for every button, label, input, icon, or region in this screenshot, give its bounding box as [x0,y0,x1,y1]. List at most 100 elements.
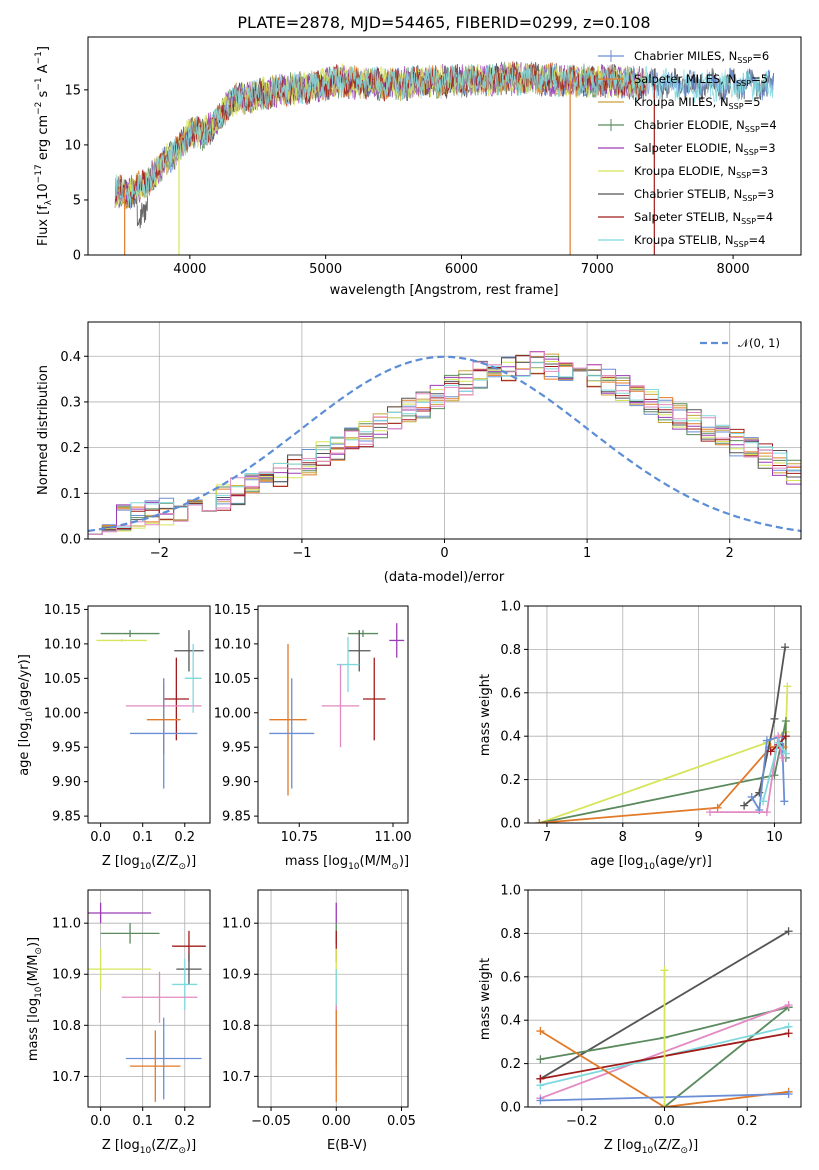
spectrum-series-8 [114,63,774,208]
residuals-x-tick-label-1: −1 [292,546,311,561]
spectrum-axes: 4000 5000 6000 7000 8000 0 5 10 15 [64,83,749,277]
residuals-legend-label: 𝒩(0, 1) [738,336,780,350]
residuals-frame [87,321,802,540]
mass-z-point-8 [130,1030,181,1102]
weights-age-marker-6-0 [766,747,775,756]
spectrum-title: PLATE=2878, MJD=54465, FIBERID=0299, z=0… [237,13,650,32]
mass-z-x-tick-label-0: 0.0 [90,1114,111,1129]
residuals-plot [88,351,801,535]
spectrum-legend-entry-7: Salpeter STELIB, NSSP=4 [598,210,773,226]
weights-z-marker-8-1 [660,966,669,975]
weights-z-marker-5-1 [784,1029,793,1038]
spectrum-legend-label-0: Chabrier MILES, NSSP=6 [634,49,769,65]
spectrum-legend-label-8: Kroupa STELIB, NSSP=4 [634,233,765,249]
spectrum-y-tick-label-0: 0 [73,249,81,264]
residuals-y-tick-label-0: 0.0 [60,533,81,548]
age-z-point-0 [100,630,160,637]
weights-age-y-tick-label-1: 0.2 [500,773,521,788]
spectrum-plot [114,61,775,255]
weights-z-y-tick-label-1: 0.2 [500,1057,521,1072]
weights-age-marker-5-3 [778,753,787,762]
spectrum-series-2 [114,61,646,210]
mass-z-y-tick-label-0: 10.7 [52,1070,81,1085]
weights-age-marker-6-2 [781,732,790,741]
age-mass-y-tick-label-1: 9.90 [222,775,251,790]
spectrum-legend-entry-1: Salpeter MILES, NSSP=5 [598,72,768,88]
age-mass-point-4 [363,657,386,741]
age-mass-y-tick-label-5: 10.10 [214,637,251,652]
spectrum-legend-entry-5: Kroupa ELODIE, NSSP=3 [598,164,768,180]
age-z-y-tick-label-1: 9.90 [52,775,81,790]
spectrum-x-tick-label-0: 4000 [173,262,206,277]
age-z-frame [87,605,211,824]
weights-z-marker-3-1 [784,1001,793,1010]
mass-z-plot [88,902,206,1102]
spectrum-legend-label-2: Kroupa MILES, NSSP=5 [634,95,760,111]
mass-ebv-y-tick-label-0: 10.7 [222,1070,251,1085]
residuals-hist-9 [88,351,801,535]
mass-ebv-x-tick-label-1: 0.00 [322,1114,351,1129]
mass-z-y-label: mass [log10(M/M⊙)] [26,937,44,1061]
spectrum-legend-entry-0: Chabrier MILES, NSSP=6 [598,49,769,65]
mass-z-point-6 [121,971,198,1023]
weights-z-x-tick-label-2: 0.2 [737,1114,758,1129]
residuals-y-tick-label-4: 0.4 [60,350,81,365]
residuals-x-tick-label-2: 0 [440,546,448,561]
age-z-point-7 [184,643,202,713]
age-z-plot [96,630,204,789]
spectrum-legend-entry-6: Chabrier STELIB, NSSP=3 [598,187,774,203]
weights-z-y-tick-label-0: 0.0 [500,1101,521,1116]
spectrum-legend-label-6: Chabrier STELIB, NSSP=3 [634,187,774,203]
age-mass-point-7 [269,678,315,789]
weights-age-marker-7-2 [781,749,790,758]
spectrum-legend-label-4: Salpeter ELODIE, NSSP=3 [634,141,776,157]
age-z-y-tick-label-6: 10.15 [44,603,81,618]
weights-age-y-tick-label-0: 0.0 [500,817,521,832]
age-z-point-2 [174,630,204,672]
age-z-x-tick-label-0: 0.0 [90,830,111,845]
mass-ebv-y-tick-label-1: 10.8 [222,1019,251,1034]
weights-z-marker-0-1 [784,927,793,936]
age-mass-point-0 [348,630,378,637]
spectrum-legend-entry-2: Kroupa MILES, NSSP=5 [598,95,760,111]
residuals-y-tick-label-3: 0.3 [60,395,81,410]
age-z-y-tick-label-4: 10.05 [44,672,81,687]
mass-z-x-label: Z [log10(Z/Z⊙)] [102,1138,196,1156]
weights-age-y-label: mass weight [478,674,493,756]
mass-z-point-5 [172,958,198,1010]
mass-z-frame [87,889,211,1108]
age-z-y-tick-label-5: 10.10 [44,637,81,652]
age-z-point-6 [130,678,198,789]
weights-age-marker-3-0 [740,801,749,810]
mass-z-y-tick-label-3: 11.0 [52,917,81,932]
mass-ebv-frame [257,889,409,1108]
weights-age-y-tick-label-3: 0.6 [500,686,521,701]
weights-z-plot [536,927,793,1107]
weights-age-x-tick-label-3: 10 [766,830,783,845]
age-mass-axes: 10.75 11.00 9.85 9.90 9.95 10.00 10.05 10.10 10.… [214,603,412,845]
residuals-y-tick-label-1: 0.1 [60,487,81,502]
mass-z-point-3 [88,948,152,990]
age-z-axes: 0.0 0.1 0.2 9.85 9.90 9.95 10.00 10.05 10.10 10.1… [44,603,195,845]
mass-z-y-tick-label-1: 10.8 [52,1019,81,1034]
age-mass-plot [269,623,405,796]
weights-z-x-label: Z [log10(Z/Z⊙)] [604,1138,698,1156]
age-z-y-tick-label-0: 9.85 [52,810,81,825]
mass-ebv-x-label: E(B-V) [327,1138,367,1153]
mass-ebv-y-tick-label-2: 10.9 [222,968,251,983]
age-mass-y-tick-label-4: 10.05 [214,672,251,687]
weights-age-y-tick-label-5: 1.0 [500,600,521,615]
weights-age-marker-3-3 [781,643,790,652]
age-z-y-label: age [log10(age/yr)] [17,654,35,776]
weights-age-plot [535,643,792,823]
weights-z-marker-7-1 [784,1089,793,1098]
weights-z-marker-7-0 [536,1096,545,1105]
weights-z-frame [527,889,802,1108]
age-mass-y-tick-label-2: 9.95 [222,741,251,756]
age-mass-x-label: mass [log10(M/M⊙)] [285,854,409,872]
age-mass-y-tick-label-6: 10.15 [214,603,251,618]
weights-z-series-2 [663,1006,790,1107]
weights-z-series-6 [539,1030,789,1107]
age-z-point-3 [163,657,189,741]
